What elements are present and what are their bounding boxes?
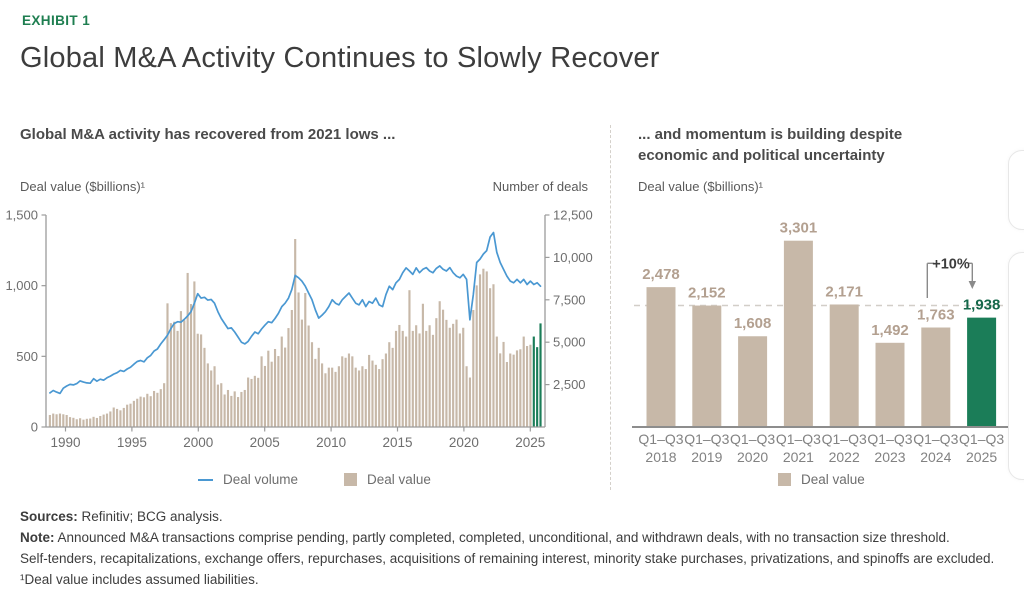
deal-volume-line-swatch (198, 478, 213, 481)
edge-floating-widget-top[interactable] (1008, 150, 1024, 230)
svg-text:2,478: 2,478 (642, 266, 680, 283)
legend-item-deal-value: Deal value (344, 472, 431, 487)
legend-label: Deal volume (223, 472, 299, 487)
note-prefix: Note: (20, 530, 55, 545)
svg-text:2000: 2000 (183, 435, 213, 450)
panel-divider (610, 125, 611, 490)
note-text: Announced M&A transactions comprise pend… (54, 530, 950, 545)
right-axis-unit-label: Number of deals (492, 179, 588, 194)
svg-text:2025: 2025 (515, 435, 545, 450)
svg-text:1,608: 1,608 (734, 315, 772, 332)
deal-volume-line (49, 231, 542, 395)
svg-text:2,500: 2,500 (553, 377, 586, 392)
svg-text:12,500: 12,500 (553, 208, 593, 223)
svg-text:1,763: 1,763 (917, 307, 955, 324)
note-line: Note: Announced M&A transactions compris… (20, 527, 1010, 548)
left-axis-unit-label: Deal value ($billions)¹ (20, 179, 145, 194)
svg-text:5,000: 5,000 (553, 335, 586, 350)
bar-2025 (967, 317, 997, 427)
bar-2019 (692, 305, 722, 427)
svg-text:1,000: 1,000 (5, 278, 38, 293)
right-panel-subtitle-line1: ... and momentum is building despite (638, 126, 903, 143)
right-chart-legend: Deal value (778, 472, 865, 487)
svg-text:1,492: 1,492 (871, 322, 909, 339)
bar-2021 (783, 240, 813, 427)
bar-2023 (875, 342, 905, 427)
legend-label: Deal value (367, 472, 431, 487)
sources-prefix: Sources: (20, 509, 78, 524)
svg-text:2015: 2015 (382, 435, 412, 450)
exhibit-label: EXHIBIT 1 (22, 13, 91, 28)
deal-value-bars (48, 239, 542, 427)
left-chart-legend: Deal volume Deal value (198, 472, 431, 487)
footnote-line: ¹Deal value includes assumed liabilities… (20, 572, 259, 587)
footer-notes: Sources: Refinitiv; BCG analysis. Note: … (20, 506, 1010, 590)
deal-value-square-swatch (344, 473, 358, 486)
svg-text:3,301: 3,301 (780, 220, 818, 237)
right-panel-axis-unit-label: Deal value ($billions)¹ (638, 179, 763, 194)
edge-floating-widget-bottom[interactable] (1008, 252, 1024, 480)
svg-text:1,938: 1,938 (963, 297, 1001, 314)
svg-text:2,152: 2,152 (688, 285, 726, 302)
svg-text:+10%: +10% (932, 257, 970, 273)
plus-10-percent-annotation (926, 262, 973, 298)
svg-text:2,171: 2,171 (825, 283, 863, 300)
note-line2: Self-tenders, recapitalizations, exchang… (20, 551, 995, 566)
page-title: Global M&A Activity Continues to Slowly … (20, 42, 660, 74)
right-panel-subtitle-line2: economic and political uncertainty (638, 147, 885, 164)
svg-text:0: 0 (31, 420, 38, 435)
svg-text:2005: 2005 (250, 435, 280, 450)
left-combo-chart: 0 500 1,000 1,500 2,500 5,000 7,500 10,000 12,50… (5, 208, 593, 451)
legend-label: Deal value (801, 472, 865, 487)
svg-text:2010: 2010 (316, 435, 346, 450)
right-bar-chart: 2,478 Q1–Q3 2018 2,152 Q1–Q3 2019 1,608 Q1–Q3 20… (632, 220, 1008, 465)
right-panel-subtitle: ... and momentum is building despite eco… (638, 124, 1008, 166)
svg-text:1,500: 1,500 (5, 208, 38, 223)
svg-text:1995: 1995 (117, 435, 147, 450)
deal-value-square-swatch (778, 473, 791, 486)
bar-2024 (921, 327, 951, 427)
left-panel-subtitle: Global M&A activity has recovered from 2… (20, 126, 396, 143)
svg-text:10,000: 10,000 (553, 250, 593, 265)
bar-2020 (738, 336, 768, 427)
bar-2022 (829, 304, 859, 427)
svg-text:2020: 2020 (449, 435, 479, 450)
bar-2018 (646, 287, 676, 427)
sources-text: Refinitiv; BCG analysis. (77, 509, 223, 524)
svg-text:1990: 1990 (50, 435, 80, 450)
sources-line: Sources: Refinitiv; BCG analysis. (20, 506, 1010, 527)
svg-text:500: 500 (16, 349, 38, 364)
svg-text:7,500: 7,500 (553, 292, 586, 307)
legend-item-deal-volume: Deal volume (198, 472, 298, 487)
